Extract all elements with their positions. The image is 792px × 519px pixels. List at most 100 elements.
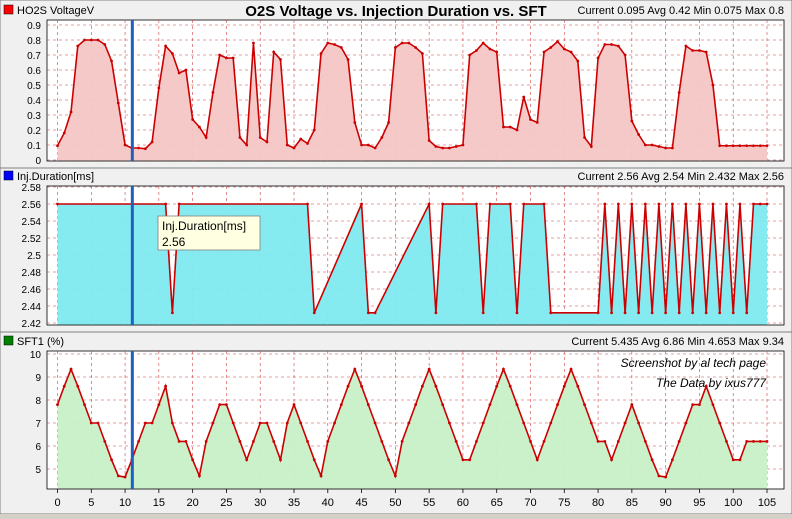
- data-point: [164, 44, 168, 48]
- data-point: [671, 146, 674, 150]
- data-point: [522, 95, 526, 99]
- data-point: [56, 403, 59, 406]
- x-tick-label: 25: [220, 497, 232, 509]
- data-point: [643, 143, 647, 147]
- data-point: [380, 440, 384, 443]
- panel-title: HO2S VoltageV: [17, 5, 95, 17]
- data-point: [312, 311, 316, 315]
- data-point: [650, 143, 654, 147]
- data-point: [441, 146, 445, 150]
- data-point: [596, 311, 600, 315]
- data-point: [589, 421, 593, 425]
- data-point: [522, 421, 526, 425]
- data-point: [454, 145, 458, 148]
- data-point: [407, 41, 411, 45]
- data-point: [265, 140, 269, 144]
- data-point: [225, 403, 228, 406]
- data-point: [556, 40, 559, 43]
- data-point: [454, 440, 458, 443]
- x-tick-label: 100: [724, 497, 742, 509]
- data-point: [96, 421, 100, 425]
- panel-stats: Current 2.56 Avg 2.54 Min 2.432 Max 2.56: [578, 171, 784, 183]
- data-point: [427, 202, 431, 206]
- x-tick-label: 55: [423, 497, 435, 509]
- x-tick-label: 70: [524, 497, 536, 509]
- y-tick-label: 2.54: [22, 217, 42, 228]
- data-point: [441, 403, 445, 406]
- data-point: [738, 144, 742, 148]
- data-point: [562, 384, 566, 388]
- data-point: [170, 311, 174, 315]
- series-line: [56, 367, 767, 479]
- panel-stats: Current 0.095 Avg 0.42 Min 0.075 Max 0.8: [578, 5, 784, 17]
- data-point: [475, 49, 478, 52]
- data-point: [89, 421, 93, 425]
- data-point: [116, 101, 120, 105]
- data-point: [508, 384, 512, 388]
- data-point: [698, 403, 701, 406]
- data-point: [177, 71, 181, 75]
- y-tick-label: 0.9: [27, 21, 41, 32]
- data-point: [285, 143, 289, 147]
- series-color-marker: [3, 4, 14, 15]
- data-point: [441, 202, 445, 206]
- data-point: [725, 144, 728, 148]
- data-point: [664, 146, 668, 150]
- data-point: [623, 53, 627, 57]
- data-point: [346, 58, 350, 61]
- data-point: [725, 202, 728, 206]
- panel-sft: SFT1 (%) Current 5.435 Avg 6.86 Min 4.65…: [0, 331, 792, 515]
- series-color-marker: [3, 170, 14, 181]
- data-point: [502, 367, 505, 371]
- data-point: [150, 140, 154, 144]
- data-point: [191, 118, 195, 121]
- data-point: [211, 91, 215, 94]
- data-point: [333, 421, 336, 425]
- data-point: [258, 136, 262, 139]
- data-point: [515, 311, 519, 315]
- data-point: [610, 311, 613, 315]
- series-line: [56, 39, 767, 150]
- data-point: [225, 56, 228, 60]
- data-point: [387, 458, 390, 462]
- data-point: [684, 421, 688, 425]
- data-point: [218, 53, 222, 57]
- data-point: [157, 86, 161, 90]
- data-point: [333, 43, 336, 46]
- data-point: [549, 421, 553, 425]
- data-point: [110, 59, 113, 63]
- data-point: [312, 128, 316, 132]
- data-point: [400, 41, 404, 45]
- data-point: [562, 47, 566, 51]
- data-point: [468, 458, 472, 462]
- data-point: [481, 311, 485, 315]
- data-point: [373, 421, 377, 425]
- x-tick-label: 30: [254, 497, 266, 509]
- data-point: [684, 44, 688, 48]
- y-tick-label: 2.48: [22, 268, 42, 279]
- x-tick-label: 10: [119, 497, 131, 509]
- data-point: [542, 202, 546, 206]
- data-point: [56, 202, 59, 206]
- data-point: [718, 421, 722, 425]
- data-point: [589, 145, 593, 148]
- data-point: [495, 384, 499, 388]
- data-point: [542, 440, 546, 443]
- data-point: [319, 52, 323, 55]
- data-point: [231, 421, 235, 425]
- data-point: [765, 440, 769, 443]
- data-point: [198, 474, 201, 478]
- data-point: [664, 475, 668, 479]
- data-point: [346, 384, 350, 388]
- data-point: [475, 440, 478, 443]
- data-point: [508, 202, 512, 206]
- data-point: [184, 68, 188, 72]
- data-point: [583, 136, 586, 139]
- data-point: [610, 43, 613, 46]
- data-point: [643, 202, 647, 206]
- data-point: [657, 145, 661, 148]
- tooltip-label: Inj.Duration[ms]: [162, 219, 246, 233]
- data-point: [312, 458, 316, 462]
- data-point: [157, 403, 161, 406]
- data-point: [326, 41, 330, 45]
